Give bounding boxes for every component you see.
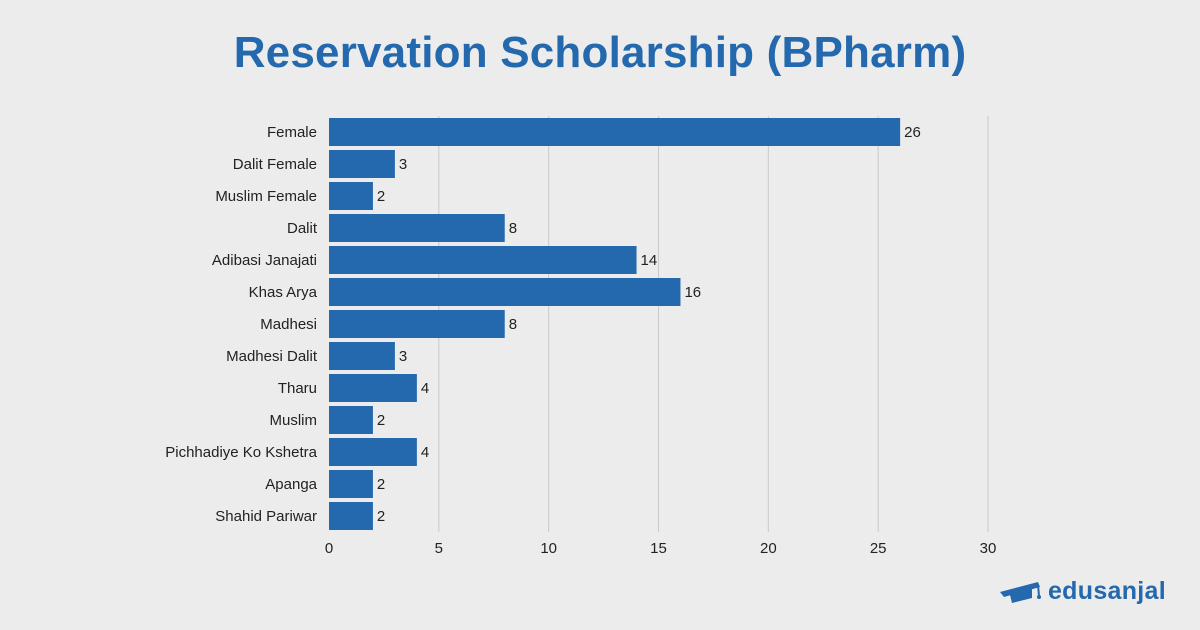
value-label: 3 <box>399 156 407 173</box>
category-label: Madhesi <box>260 316 317 333</box>
value-label: 8 <box>509 220 517 237</box>
bar <box>329 502 373 530</box>
category-label: Female <box>267 124 317 141</box>
category-labels: Female Dalit Female Muslim Female Dalit Adib… <box>165 124 318 525</box>
bar <box>329 118 901 146</box>
category-label: Khas Arya <box>249 284 318 301</box>
category-label: Muslim Female <box>215 188 317 205</box>
gridlines <box>438 116 989 532</box>
bar <box>329 374 417 402</box>
bar <box>329 150 395 178</box>
bar <box>329 406 373 434</box>
x-tick-label: 30 <box>980 540 997 557</box>
value-label: 2 <box>377 508 385 525</box>
category-label: Dalit <box>287 220 318 237</box>
category-label: Muslim <box>270 412 318 429</box>
x-tick-label: 10 <box>540 540 557 557</box>
category-label: Adibasi Janajati <box>212 252 317 269</box>
chart-title: Reservation Scholarship (BPharm) <box>233 28 967 77</box>
value-label: 2 <box>377 412 385 429</box>
bar <box>329 342 395 370</box>
value-label: 4 <box>421 380 429 397</box>
category-label: Madhesi Dalit <box>226 348 318 365</box>
graduation-cap-icon <box>999 582 1041 603</box>
value-label: 14 <box>641 252 658 269</box>
category-label: Dalit Female <box>233 156 317 173</box>
x-tick-label: 15 <box>650 540 667 557</box>
x-axis-ticks: 0 5 10 15 20 25 30 <box>325 540 997 557</box>
bar <box>329 246 637 274</box>
category-label: Pichhadiye Ko Kshetra <box>165 444 317 461</box>
value-label: 2 <box>377 188 385 205</box>
value-label: 3 <box>399 348 407 365</box>
value-label: 26 <box>904 124 921 141</box>
value-label: 4 <box>421 444 429 461</box>
category-label: Shahid Pariwar <box>215 508 317 525</box>
brand-logo: edusanjal <box>998 576 1166 606</box>
bar <box>329 278 681 306</box>
x-tick-label: 20 <box>760 540 777 557</box>
bar <box>329 214 505 242</box>
category-label: Apanga <box>265 476 317 493</box>
x-tick-label: 5 <box>435 540 443 557</box>
bars <box>329 118 901 530</box>
bar <box>329 182 373 210</box>
x-tick-label: 0 <box>325 540 333 557</box>
x-tick-label: 25 <box>870 540 887 557</box>
value-label: 8 <box>509 316 517 333</box>
category-label: Tharu <box>278 380 317 397</box>
bar <box>329 438 417 466</box>
brand-name: edusanjal <box>1047 576 1166 605</box>
bar <box>329 310 505 338</box>
bar <box>329 470 373 498</box>
value-label: 2 <box>377 476 385 493</box>
value-label: 16 <box>684 284 701 301</box>
